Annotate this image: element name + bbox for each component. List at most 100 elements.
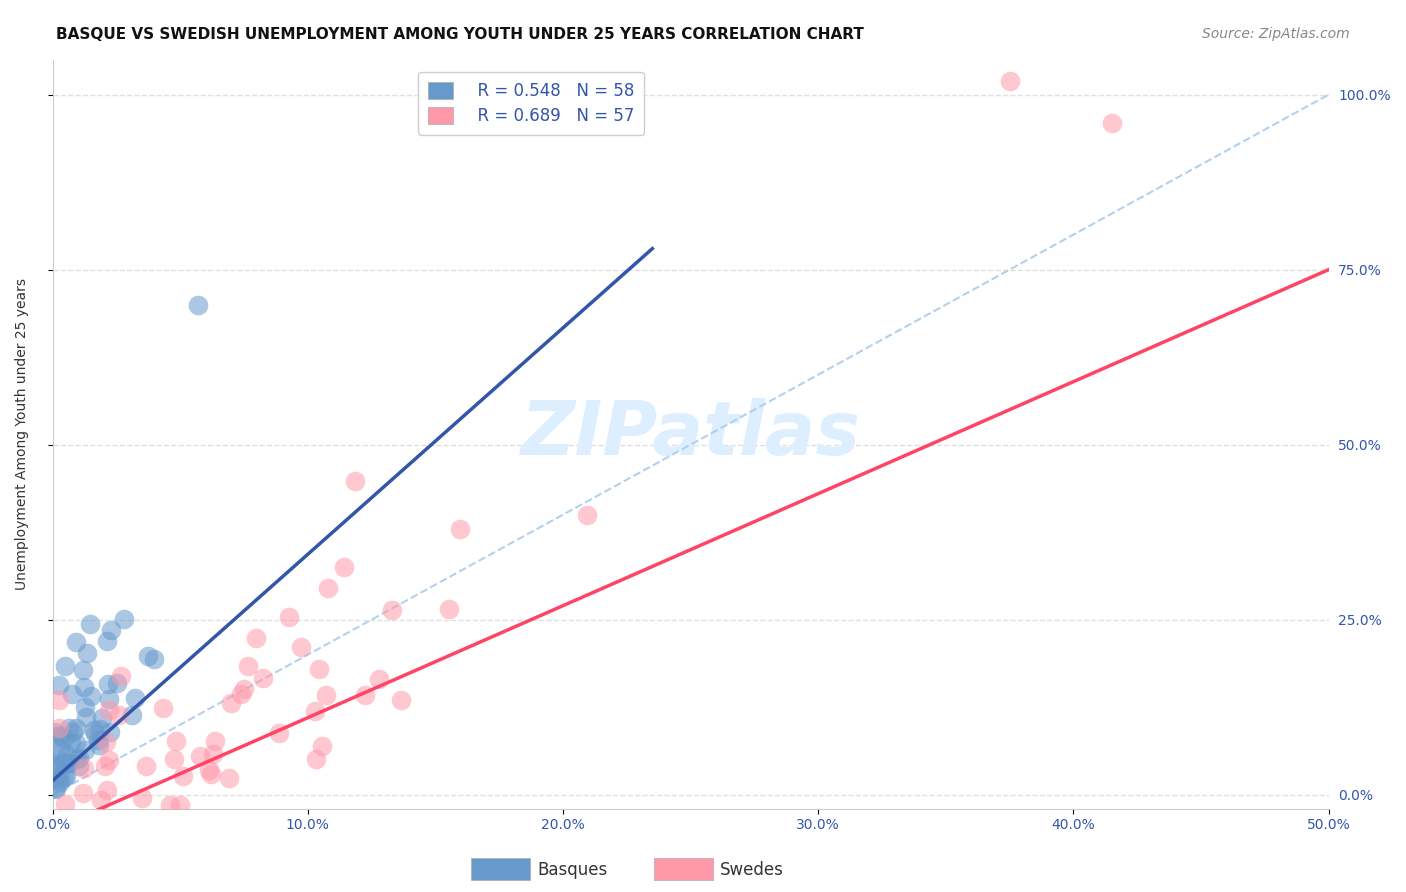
Point	[80, 844, 103, 858]
Point	[49, 730, 72, 744]
Point	[233, 682, 256, 697]
Point	[290, 640, 312, 654]
Point	[53, 659, 76, 673]
Point	[218, 771, 240, 785]
Point	[368, 672, 391, 686]
Point	[72, 663, 94, 677]
Point	[108, 708, 131, 723]
Point	[127, 844, 149, 858]
Point	[316, 582, 339, 596]
Point	[200, 767, 222, 781]
Point	[66, 752, 89, 766]
Point	[62, 725, 84, 739]
Point	[315, 688, 337, 702]
Point	[110, 668, 132, 682]
Point	[48, 693, 70, 707]
Point	[353, 688, 375, 702]
Point	[56, 756, 79, 770]
Point	[112, 844, 135, 858]
Point	[72, 786, 94, 800]
Point	[152, 701, 174, 715]
Point	[45, 759, 67, 773]
Point	[98, 692, 121, 706]
Point	[124, 690, 146, 705]
Point	[73, 700, 96, 714]
Point	[75, 709, 97, 723]
Point	[449, 522, 471, 536]
Point	[76, 820, 98, 834]
Point	[94, 735, 117, 749]
Point	[83, 723, 105, 737]
Point	[204, 734, 226, 748]
Point	[165, 734, 187, 748]
Point	[100, 623, 122, 637]
Point	[219, 696, 242, 710]
Point	[308, 662, 330, 676]
Point	[304, 705, 326, 719]
Point	[188, 748, 211, 763]
Point	[58, 756, 80, 770]
Point	[55, 769, 77, 783]
Point	[87, 732, 110, 747]
Point	[67, 751, 90, 765]
Point	[138, 649, 160, 664]
Point	[269, 726, 291, 740]
Point	[60, 736, 83, 750]
Text: Basques: Basques	[537, 861, 607, 879]
Point	[135, 758, 157, 772]
Point	[278, 610, 301, 624]
Point	[49, 741, 72, 756]
Point	[44, 747, 66, 761]
Point	[79, 617, 101, 632]
Point	[89, 723, 111, 737]
Y-axis label: Unemployment Among Youth under 25 years: Unemployment Among Youth under 25 years	[15, 278, 30, 591]
Point	[163, 752, 186, 766]
Point	[311, 739, 333, 753]
Point	[76, 646, 98, 660]
Point	[343, 474, 366, 488]
Point	[105, 675, 128, 690]
Point	[332, 560, 354, 574]
Point	[187, 298, 209, 312]
Point	[48, 721, 70, 735]
Point	[389, 693, 412, 707]
Point	[48, 769, 70, 783]
Point	[98, 753, 121, 767]
Point	[44, 724, 66, 739]
Text: Source: ZipAtlas.com: Source: ZipAtlas.com	[1202, 27, 1350, 41]
Point	[46, 729, 69, 743]
Point	[252, 671, 274, 685]
Point	[73, 761, 96, 775]
Point	[381, 603, 404, 617]
Point	[53, 797, 76, 811]
Point	[56, 747, 79, 762]
Point	[67, 759, 90, 773]
Text: Swedes: Swedes	[720, 861, 783, 879]
Point	[187, 814, 209, 829]
Point	[90, 793, 112, 807]
Point	[575, 508, 598, 523]
Point	[97, 677, 120, 691]
Point	[60, 687, 83, 701]
Point	[112, 612, 135, 626]
Point	[65, 635, 87, 649]
Point	[305, 752, 328, 766]
Legend:   R = 0.548   N = 58,   R = 0.689   N = 57: R = 0.548 N = 58, R = 0.689 N = 57	[418, 71, 644, 135]
Point	[96, 783, 118, 797]
Point	[169, 798, 191, 813]
Point	[63, 839, 86, 854]
Point	[65, 721, 87, 735]
Point	[46, 761, 69, 775]
Point	[236, 658, 259, 673]
Point	[48, 678, 70, 692]
Point	[94, 759, 117, 773]
Point	[98, 725, 121, 739]
Point	[97, 703, 120, 717]
Point	[96, 634, 118, 648]
Point	[73, 680, 96, 694]
Point	[201, 747, 224, 761]
Point	[439, 601, 461, 615]
Text: BASQUE VS SWEDISH UNEMPLOYMENT AMONG YOUTH UNDER 25 YEARS CORRELATION CHART: BASQUE VS SWEDISH UNEMPLOYMENT AMONG YOU…	[56, 27, 865, 42]
Point	[53, 770, 76, 784]
Point	[84, 727, 107, 741]
